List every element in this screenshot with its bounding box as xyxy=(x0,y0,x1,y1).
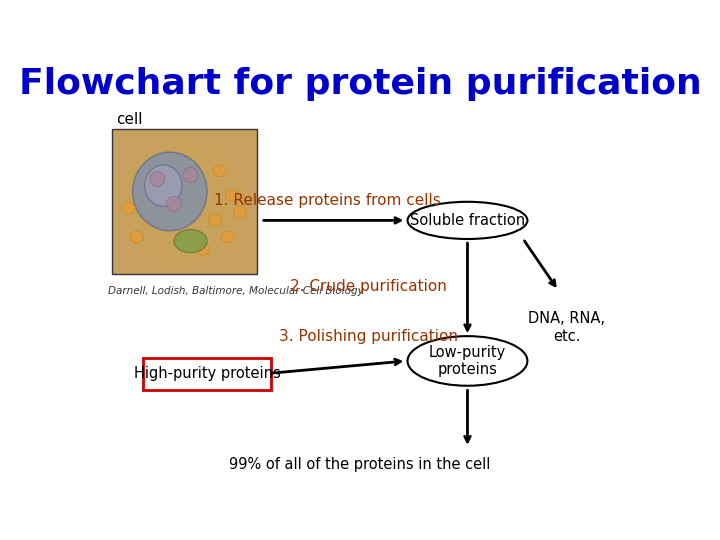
Ellipse shape xyxy=(150,172,165,186)
Text: cell: cell xyxy=(116,112,143,127)
Ellipse shape xyxy=(166,197,181,211)
Text: Darnell, Lodish, Baltimore, Molecular Cell Biology: Darnell, Lodish, Baltimore, Molecular Ce… xyxy=(108,286,364,296)
Text: 2. Crude purification: 2. Crude purification xyxy=(290,279,446,294)
Text: Flowchart for protein purification: Flowchart for protein purification xyxy=(19,67,701,101)
Text: 3. Polishing purification: 3. Polishing purification xyxy=(279,329,458,343)
Ellipse shape xyxy=(174,230,207,253)
Ellipse shape xyxy=(197,244,210,255)
Text: Low-purity
proteins: Low-purity proteins xyxy=(429,345,506,377)
Ellipse shape xyxy=(183,167,198,183)
Ellipse shape xyxy=(145,165,182,206)
Text: High-purity proteins: High-purity proteins xyxy=(134,366,280,381)
Ellipse shape xyxy=(408,336,528,386)
Ellipse shape xyxy=(121,138,249,266)
Ellipse shape xyxy=(408,202,528,239)
FancyBboxPatch shape xyxy=(143,357,271,390)
Ellipse shape xyxy=(221,231,234,242)
Text: 99% of all of the proteins in the cell: 99% of all of the proteins in the cell xyxy=(229,457,491,472)
Ellipse shape xyxy=(130,231,143,242)
Text: Soluble fraction: Soluble fraction xyxy=(410,213,525,228)
Ellipse shape xyxy=(209,214,222,226)
Ellipse shape xyxy=(213,165,226,177)
Ellipse shape xyxy=(132,152,207,231)
Ellipse shape xyxy=(225,190,238,201)
Ellipse shape xyxy=(122,202,135,214)
Text: 1. Release proteins from cells: 1. Release proteins from cells xyxy=(214,193,441,208)
Text: DNA, RNA,
etc.: DNA, RNA, etc. xyxy=(528,312,606,344)
Bar xyxy=(112,130,256,274)
Ellipse shape xyxy=(233,206,247,218)
